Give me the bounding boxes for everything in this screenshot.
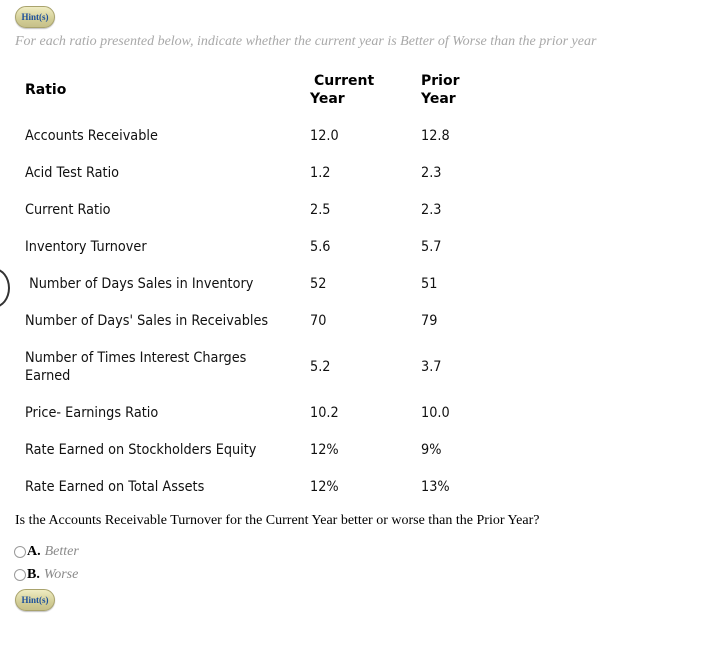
option-a-letter: A. — [27, 544, 41, 559]
row-current: 12.0 — [310, 128, 339, 144]
row-current: 10.2 — [310, 405, 339, 421]
row-label: Accounts Receivable — [25, 128, 158, 144]
row-prior: 51 — [421, 276, 438, 292]
row-current: 5.6 — [310, 239, 331, 255]
option-b[interactable]: B. Worse — [14, 567, 78, 583]
hint-button-top[interactable]: Hint(s) — [15, 6, 55, 28]
row-current: 2.5 — [310, 202, 331, 218]
row-label: Rate Earned on Total Assets — [25, 479, 205, 495]
row-prior: 5.7 — [421, 239, 442, 255]
option-a[interactable]: A. Better — [14, 544, 79, 560]
option-a-text: Better — [44, 544, 79, 559]
row-label: Number of Times Interest Charges — [25, 350, 247, 366]
instruction-text: For each ratio presented below, indicate… — [15, 34, 597, 49]
header-current-line1: Current — [314, 73, 375, 89]
row-current: 70 — [310, 313, 327, 329]
header-ratio: Ratio — [25, 82, 67, 98]
row-label: Price- Earnings Ratio — [25, 405, 159, 421]
header-prior-line2: Year — [421, 91, 456, 107]
row-label: Inventory Turnover — [25, 239, 147, 255]
row-prior: 9% — [421, 442, 442, 458]
row-current: 52 — [310, 276, 327, 292]
row-prior: 10.0 — [421, 405, 450, 421]
row-label: Number of Days Sales in Inventory — [25, 276, 254, 292]
option-b-text: Worse — [43, 567, 79, 582]
row-label-line2: Earned — [25, 368, 71, 384]
row-current: 12% — [310, 442, 339, 458]
hint-button-bottom[interactable]: Hint(s) — [15, 589, 55, 611]
circle-annotation — [0, 268, 10, 308]
row-prior: 2.3 — [421, 165, 442, 181]
row-label: Current Ratio — [25, 202, 111, 218]
radio-a[interactable] — [14, 546, 26, 558]
row-prior: 2.3 — [421, 202, 442, 218]
row-prior: 79 — [421, 313, 438, 329]
row-prior: 13% — [421, 479, 450, 495]
header-current-line2: Year — [310, 91, 345, 107]
row-current: 1.2 — [310, 165, 331, 181]
row-current: 12% — [310, 479, 339, 495]
row-current: 5.2 — [310, 359, 331, 375]
row-prior: 12.8 — [421, 128, 450, 144]
row-label: Rate Earned on Stockholders Equity — [25, 442, 257, 458]
header-prior-year: Prior Year — [421, 72, 460, 108]
header-current-year: Current Year — [310, 72, 374, 108]
radio-b[interactable] — [14, 569, 26, 581]
row-label: Number of Days' Sales in Receivables — [25, 313, 269, 329]
row-label: Acid Test Ratio — [25, 165, 120, 181]
header-prior-line1: Prior — [421, 73, 460, 89]
row-prior: 3.7 — [421, 359, 442, 375]
option-b-letter: B. — [27, 567, 40, 582]
question-text: Is the Accounts Receivable Turnover for … — [15, 513, 540, 528]
